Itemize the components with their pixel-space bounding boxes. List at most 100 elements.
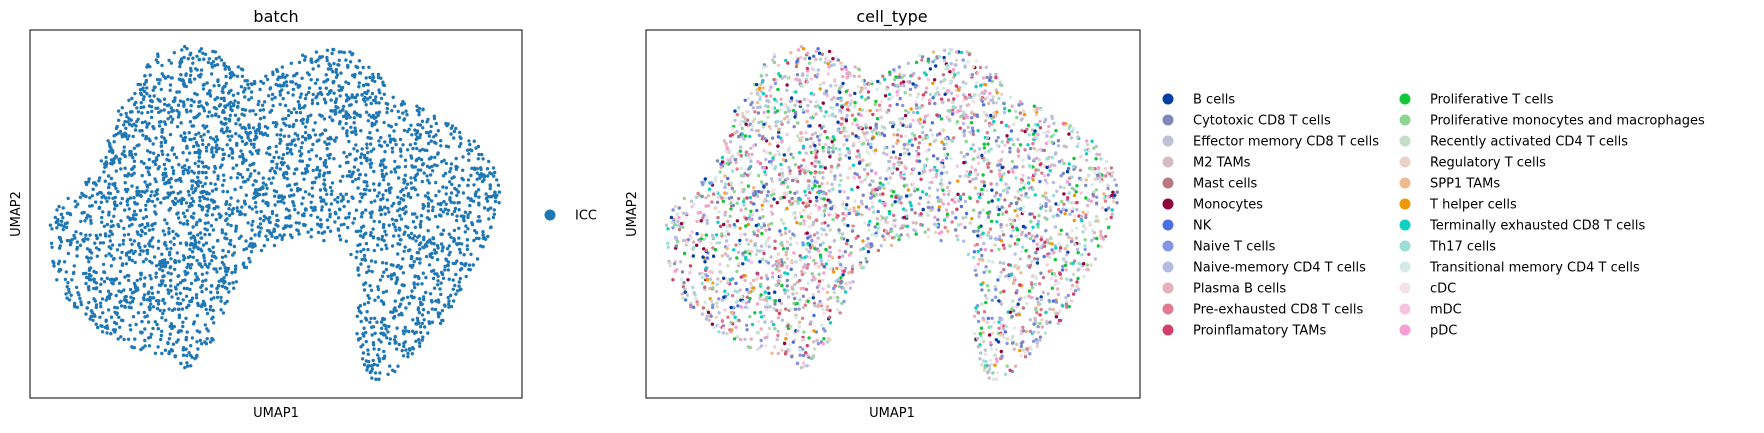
cell-type-point (1049, 276, 1053, 281)
batch-point (383, 205, 387, 209)
cell-type-point (1038, 147, 1042, 152)
batch-point (104, 319, 108, 323)
cell-type-point (989, 182, 993, 186)
batch-point (380, 317, 385, 322)
batch-point (270, 234, 274, 238)
cell-type-point (793, 199, 797, 203)
cell-type-point (1021, 306, 1026, 310)
batch-point (74, 205, 78, 209)
cell-type-point (746, 96, 751, 101)
batch-point (454, 292, 458, 296)
batch-point (205, 264, 210, 269)
batch-point (401, 329, 406, 333)
cell-type-point (715, 241, 719, 245)
batch-point (155, 77, 160, 82)
cell-type-point (677, 206, 681, 210)
cell-type-point (1111, 190, 1115, 194)
cell-type-point (1099, 157, 1103, 161)
batch-point (404, 348, 408, 352)
cell-type-point (1033, 257, 1037, 261)
cell-type-point (917, 171, 922, 175)
batch-point (225, 286, 229, 291)
batch-point (224, 202, 228, 206)
batch-point (217, 114, 221, 119)
batch-point (114, 126, 119, 131)
batch-point (198, 199, 202, 203)
batch-point (165, 180, 169, 185)
batch-point (206, 92, 210, 96)
batch-point (334, 68, 338, 72)
cell-type-point (762, 149, 766, 153)
batch-point (253, 244, 257, 248)
batch-point (392, 307, 396, 311)
batch-point (229, 238, 233, 243)
cell-type-point (1038, 179, 1042, 184)
batch-point (466, 227, 470, 231)
cell-type-point (833, 114, 838, 119)
batch-point (459, 214, 463, 218)
batch-point (145, 298, 150, 302)
batch-point (278, 141, 282, 145)
batch-point (267, 94, 271, 98)
cell-type-point (1056, 139, 1061, 143)
cell-type-point (939, 178, 944, 182)
cell-type-point (878, 176, 882, 180)
cell-type-point (931, 96, 935, 100)
cell-type-point (985, 75, 989, 80)
batch-point (143, 315, 147, 319)
cell-type-point (851, 224, 855, 228)
cell-type-point (981, 173, 985, 177)
batch-point (98, 315, 102, 319)
batch-point (397, 115, 401, 120)
batch-point (143, 244, 147, 248)
cell-type-point (1053, 225, 1058, 229)
cell-type-point (787, 229, 792, 234)
batch-point (167, 58, 171, 63)
batch-point (472, 238, 476, 243)
batch-point (250, 223, 254, 227)
cell-type-point (695, 232, 699, 236)
batch-point (419, 214, 424, 218)
batch-point (257, 234, 261, 238)
batch-point (119, 201, 123, 205)
batch-point (329, 202, 333, 206)
cell-type-point (990, 248, 994, 253)
batch-point (101, 241, 106, 245)
cell-type-point (1099, 245, 1103, 249)
batch-point (361, 235, 365, 239)
batch-point (356, 306, 361, 310)
cell-type-point (864, 126, 868, 130)
batch-point (59, 223, 63, 227)
batch-point (474, 146, 478, 150)
batch-point (150, 190, 154, 194)
cell-type-point (764, 172, 768, 177)
batch-point (254, 205, 258, 209)
batch-point (144, 257, 148, 261)
batch-point (385, 336, 389, 340)
cell-type-point (679, 277, 684, 282)
batch-point (84, 194, 88, 199)
batch-point (473, 194, 478, 198)
batch-point (220, 228, 224, 232)
batch-point (428, 292, 433, 296)
batch-point (438, 311, 442, 316)
batch-point (229, 107, 233, 112)
cell-type-point (776, 63, 781, 68)
cell-type-point (807, 336, 811, 340)
batch-point (446, 268, 451, 272)
batch-point (344, 121, 348, 126)
cell-type-point (974, 273, 978, 277)
batch-point (425, 148, 429, 153)
batch-point (218, 266, 222, 271)
batch-point (310, 101, 315, 106)
cell-type-point (824, 110, 828, 114)
batch-point (205, 337, 209, 341)
batch-point (184, 337, 188, 342)
cell-type-point (1057, 232, 1061, 236)
batch-point (171, 117, 175, 122)
batch-point (397, 342, 401, 347)
cell-type-point (776, 87, 780, 92)
batch-point (328, 115, 332, 119)
cell-type-point (935, 157, 940, 161)
batch-point (112, 320, 117, 325)
